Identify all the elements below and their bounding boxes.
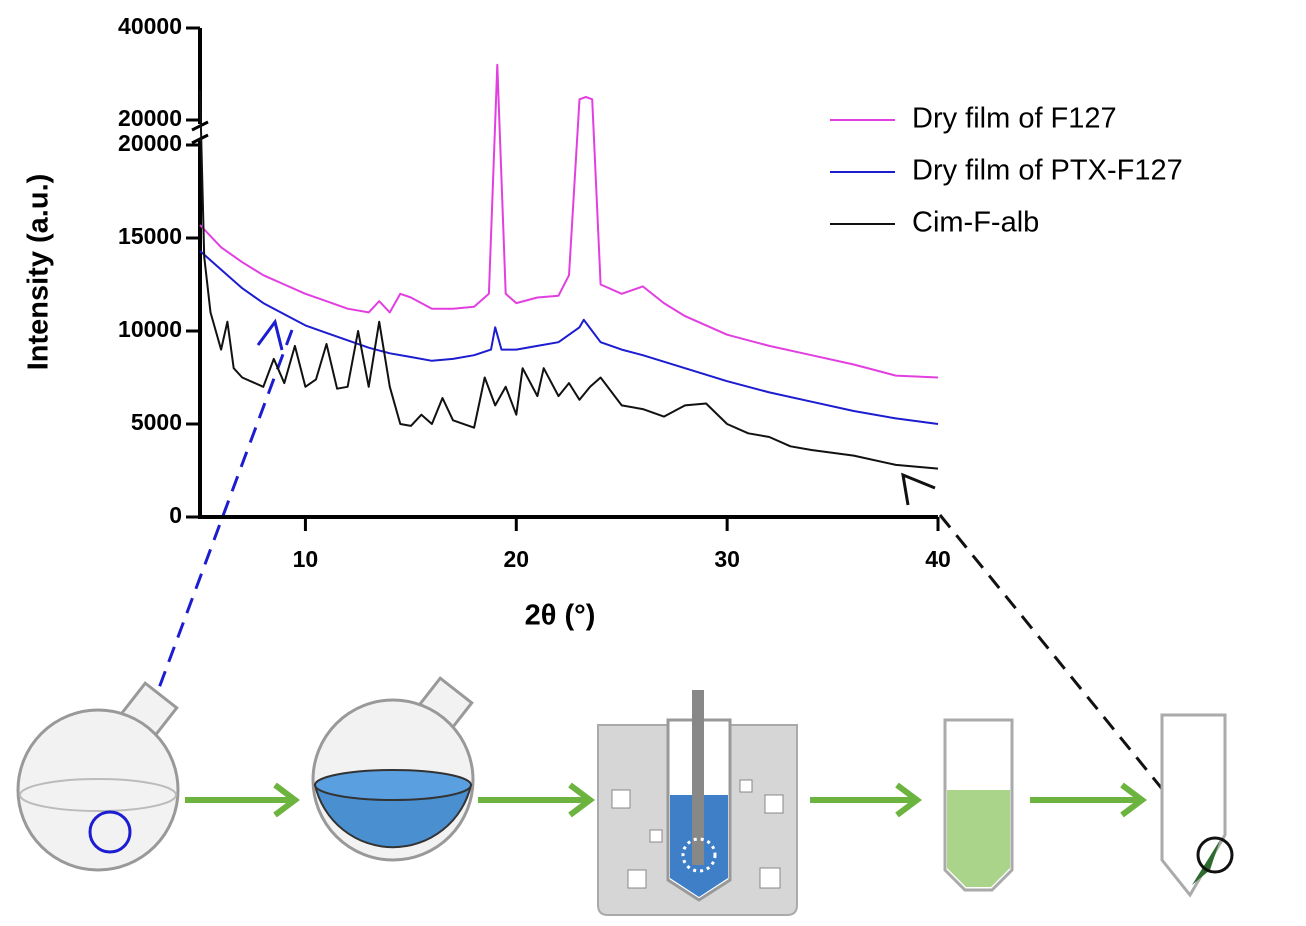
x-tick-label: 20: [503, 546, 529, 572]
y-tick-label: 0: [169, 502, 182, 528]
y-tick-label: 20000: [118, 105, 182, 131]
series-line: [200, 90, 938, 469]
flask-dry: [18, 683, 178, 870]
x-axis-label: 2θ (°): [525, 600, 596, 632]
y-tick-label: 5000: [131, 409, 182, 435]
y-axis-label: Intensity (a.u.): [23, 174, 55, 371]
legend-label: Dry film of F127: [912, 103, 1117, 135]
y-tick-label: 20000: [118, 130, 182, 156]
arrow-head: [258, 322, 282, 350]
y-tick-label: 40000: [118, 13, 182, 39]
x-tick-label: 40: [925, 546, 951, 572]
y-tick-label: 10000: [118, 316, 182, 342]
x-tick-label: 10: [293, 546, 319, 572]
series-line: [200, 65, 938, 378]
tube-dispersion: [945, 720, 1012, 890]
x-tick-label: 30: [714, 546, 740, 572]
y-tick-label: 15000: [118, 223, 182, 249]
figure: Intensity (a.u.) 2θ (°) 0 5000 10000 15000 2…: [0, 0, 1306, 921]
arrow-head: [903, 475, 935, 505]
legend-label: Cim-F-alb: [912, 207, 1039, 239]
legend-label: Dry film of PTX-F127: [912, 155, 1183, 187]
sonicator: [598, 690, 797, 915]
tube-dried: [1162, 715, 1232, 895]
flask-hydrated: [313, 678, 473, 860]
